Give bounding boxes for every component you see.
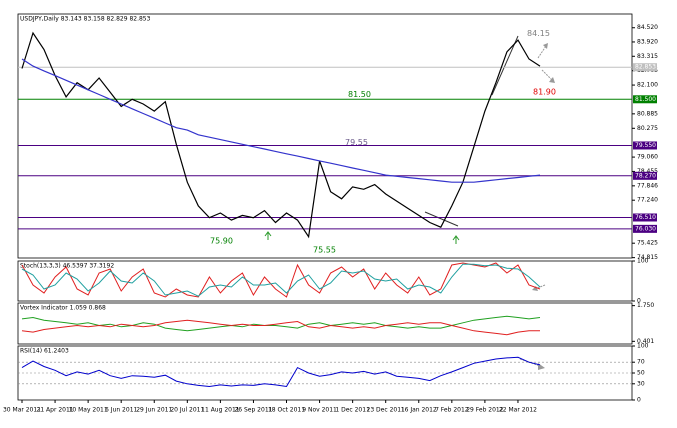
x-tick-label: 9 Nov 2011 bbox=[302, 407, 337, 414]
series-line bbox=[21, 58, 541, 183]
y-tick-label: 80.275 bbox=[637, 125, 658, 132]
level-tag bbox=[633, 63, 657, 72]
level-label: 76.510 bbox=[635, 214, 656, 221]
annotation: 84.15 bbox=[527, 29, 550, 38]
y-tick-label: 50 bbox=[637, 370, 645, 377]
series-line bbox=[21, 263, 541, 297]
x-tick-label: 29 Feb 2012 bbox=[466, 407, 504, 414]
series-line bbox=[21, 262, 541, 298]
panel-title: USDJPY,Daily 83.143 83.158 82.829 82.853 bbox=[20, 16, 151, 23]
up-arrow bbox=[264, 231, 272, 240]
up-arrow bbox=[452, 235, 460, 244]
series-line bbox=[21, 319, 540, 336]
series-line bbox=[21, 356, 541, 388]
x-tick-label: 1 Dec 2011 bbox=[335, 407, 370, 414]
level-tag bbox=[633, 171, 657, 180]
level-label: 78.270 bbox=[635, 172, 656, 179]
level-label: 76.030 bbox=[635, 225, 656, 232]
y-tick-label: 1.750 bbox=[637, 302, 654, 309]
arrow bbox=[537, 45, 547, 59]
y-tick-label: 0.401 bbox=[637, 338, 654, 345]
panel-frame bbox=[17, 302, 633, 345]
y-tick-label: 0 bbox=[637, 298, 641, 305]
x-tick-label: 10 May 2011 bbox=[69, 407, 108, 414]
level-label: 81.500 bbox=[635, 96, 656, 103]
y-tick-label: 77.846 bbox=[637, 182, 658, 189]
y-tick-label: 83.315 bbox=[637, 53, 658, 60]
y-tick-label: 79.060 bbox=[637, 154, 658, 161]
x-tick-label: 30 Mar 2011 bbox=[3, 407, 41, 414]
arrow-head bbox=[543, 43, 548, 49]
x-tick-label: 18 Oct 2011 bbox=[268, 407, 305, 414]
arrow bbox=[541, 69, 553, 81]
level-tag bbox=[633, 141, 657, 150]
x-tick-label: 11 Aug 2011 bbox=[201, 407, 240, 414]
x-tick-label: 22 Mar 2012 bbox=[499, 407, 537, 414]
y-tick-label: 80.885 bbox=[637, 110, 658, 117]
x-tick-label: 20 Jul 2011 bbox=[170, 407, 204, 414]
y-tick-label: 70 bbox=[637, 359, 645, 366]
y-tick-label: 0 bbox=[637, 397, 641, 404]
y-tick-label: 78.455 bbox=[637, 168, 658, 175]
arrow-head bbox=[549, 77, 555, 83]
trend-line bbox=[424, 211, 459, 227]
annotation: 81.90 bbox=[533, 87, 556, 96]
y-tick-label: 82.100 bbox=[637, 82, 658, 89]
y-tick-label: 84.520 bbox=[637, 24, 658, 31]
x-tick-label: 7 Feb 2012 bbox=[435, 407, 469, 414]
level-tag bbox=[633, 213, 657, 222]
panel-title: RSI(14) 61.2403 bbox=[20, 348, 69, 355]
up-arrows bbox=[264, 231, 460, 244]
x-tick-label: 21 Apr 2011 bbox=[37, 407, 74, 414]
y-tick-label: 100 bbox=[637, 343, 649, 350]
level-tag bbox=[633, 224, 657, 233]
annotation: 81.50 bbox=[348, 90, 371, 99]
x-tick-label: 26 Sep 2011 bbox=[234, 407, 272, 414]
panel-frame bbox=[17, 260, 633, 302]
x-tick-label: 6 Jun 2011 bbox=[105, 407, 137, 414]
panel-frame bbox=[17, 13, 633, 259]
y-tick-label: 83.920 bbox=[637, 38, 658, 45]
arrow bbox=[534, 284, 546, 290]
level-label: 79.550 bbox=[635, 142, 656, 149]
panel-title: Stoch(13,3,3) 46.5397 37.3192 bbox=[20, 263, 114, 270]
level-label: 82.853 bbox=[635, 64, 656, 71]
series-line bbox=[21, 31, 541, 239]
annotation: 75.55 bbox=[313, 246, 336, 255]
trend-line bbox=[491, 35, 519, 96]
x-tick-label: 29 Jun 2011 bbox=[136, 407, 172, 414]
x-tick-label: 23 Dec 2011 bbox=[367, 407, 406, 414]
y-tick-label: 77.240 bbox=[637, 197, 658, 204]
series-line bbox=[21, 315, 541, 332]
annotation: 79.55 bbox=[345, 138, 368, 147]
x-tick-label: 16 Jan 2012 bbox=[401, 407, 437, 414]
y-tick-label: 75.425 bbox=[637, 240, 658, 247]
y-tick-label: 30 bbox=[637, 380, 645, 387]
y-tick-label: 100 bbox=[637, 258, 649, 265]
level-tag bbox=[633, 95, 657, 104]
annotation: 75.90 bbox=[210, 236, 233, 245]
y-tick-label: 74.815 bbox=[637, 254, 658, 261]
panel-title: Vortex Indicator 1.059 0.868 bbox=[20, 305, 106, 312]
